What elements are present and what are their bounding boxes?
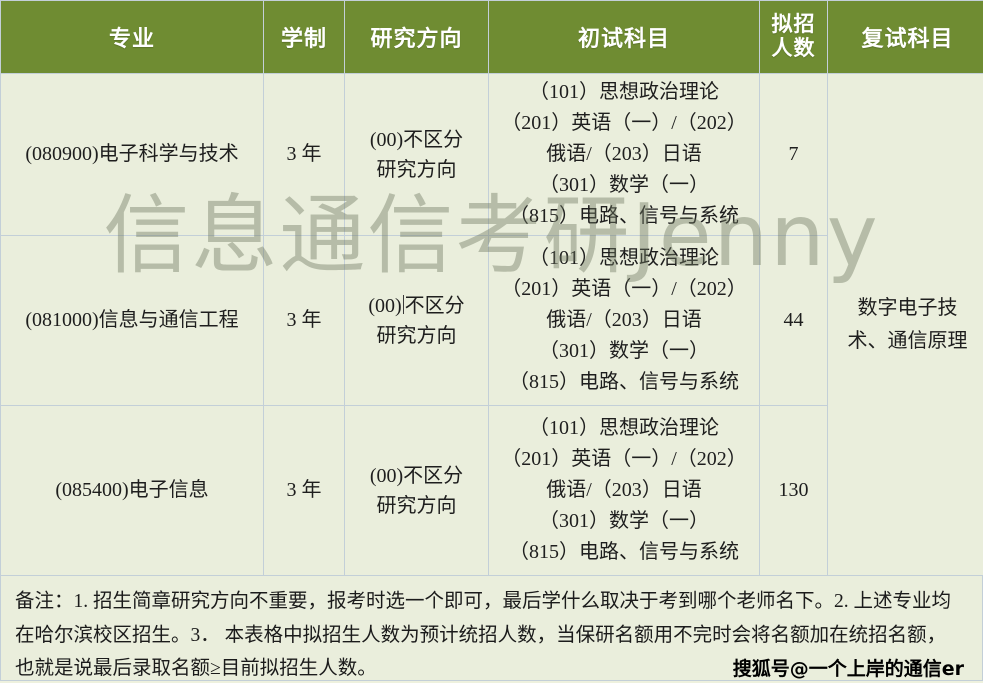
cell-quota: 7 [759, 73, 828, 236]
direction-prefix: (00) [368, 294, 402, 317]
cell-exam-subjects: （101）思想政治理论 （201）英语（一）/（202） 俄语/（203）日语 … [488, 73, 760, 236]
header-major: 专业 [0, 0, 264, 74]
exam-subject-line: （101）思想政治理论 [529, 246, 719, 269]
exam-subject-line: （101）思想政治理论 [529, 416, 719, 439]
header-quota-line2: 人数 [771, 36, 816, 60]
direction-suffix: 不区分 [404, 294, 465, 317]
cell-quota: 130 [759, 405, 828, 576]
exam-subject-line: （815）电路、信号与系统 [509, 205, 739, 228]
direction-line-1: (00)不区分 [369, 464, 464, 487]
table-row: (080900)电子科学与技术 3 年 (00)不区分 研究方向 （101）思想… [0, 73, 983, 576]
footnote-line-3: 也就是说最后录取名额≥目前拟招生人数。 [15, 658, 377, 680]
cell-direction: (00)不区分 研究方向 [344, 73, 489, 236]
header-retest-subjects: 复试科目 [827, 0, 983, 74]
exam-subject-line: （301）数学（一） [539, 174, 709, 197]
retest-line-2: 术、通信原理 [847, 329, 968, 352]
header-years: 学制 [263, 0, 345, 74]
exam-subject-line: （101）思想政治理论 [529, 80, 719, 103]
sohu-account-watermark: 搜狐号@一个上岸的通信er [732, 657, 964, 680]
table-header: 专业 学制 研究方向 初试科目 拟招 人数 复试科目 [0, 0, 983, 74]
cell-years: 3 年 [263, 73, 345, 236]
header-direction: 研究方向 [344, 0, 489, 74]
cell-major: (085400)电子信息 [0, 405, 264, 576]
cell-years: 3 年 [263, 405, 345, 576]
table-row: (081000)信息与通信工程 3 年 (00) 不区分 研究方向 （101）思想… [0, 235, 983, 406]
table-row: (085400)电子信息 3 年 (00)不区分 研究方向 （101）思想政治理… [0, 405, 983, 576]
direction-line-2: 研究方向 [376, 158, 457, 181]
header-quota: 拟招 人数 [759, 0, 828, 74]
direction-line-2: 研究方向 [376, 324, 457, 347]
header-exam-subjects: 初试科目 [488, 0, 760, 74]
cell-exam-subjects: （101）思想政治理论 （201）英语（一）/（202） 俄语/（203）日语 … [488, 405, 760, 576]
cell-major: (081000)信息与通信工程 [0, 235, 264, 406]
header-row: 专业 学制 研究方向 初试科目 拟招 人数 复试科目 [0, 0, 983, 74]
table-body: (080900)电子科学与技术 3 年 (00)不区分 研究方向 （101）思想… [0, 73, 983, 576]
footnote-last-row: 也就是说最后录取名额≥目前拟招生人数。 搜狐号@一个上岸的通信er [15, 652, 968, 683]
text-caret-artifact [402, 295, 404, 315]
retest-line-1: 数字电子技 [857, 296, 958, 319]
admissions-table: 专业 学制 研究方向 初试科目 拟招 人数 复试科目 (080900)电子科学与… [0, 0, 983, 576]
cell-quota: 44 [759, 235, 828, 406]
exam-subject-line: 俄语/（203）日语 [546, 308, 702, 331]
cell-direction: (00)不区分 研究方向 [344, 405, 489, 576]
exam-subject-line: 俄语/（203）日语 [546, 142, 702, 165]
footnote-line-2: 在哈尔滨校区招生。3． 本表格中拟招生人数为预计统招人数，当保研名额用不完时会将… [15, 624, 947, 646]
exam-subject-line: （815）电路、信号与系统 [509, 371, 739, 394]
exam-subject-line: 俄语/（203）日语 [546, 478, 702, 501]
cell-direction: (00)不区分 研究方向 [344, 235, 489, 406]
cell-exam-subjects: （101）思想政治理论 （201）英语（一）/（202） 俄语/（203）日语 … [488, 235, 760, 406]
direction-line-1: (00)不区分 [369, 128, 464, 151]
header-quota-line1: 拟招 [771, 12, 816, 37]
exam-subject-line: （815）电路、信号与系统 [509, 541, 739, 564]
table-footnote: 备注：1. 招生简章研究方向不重要，报考时选一个即可，最后学什么取决于考到哪个老… [0, 576, 983, 681]
exam-subject-line: （201）英语（一）/（202） [501, 277, 747, 300]
cell-major: (080900)电子科学与技术 [0, 73, 264, 236]
footnote-line-1: 备注：1. 招生简章研究方向不重要，报考时选一个即可，最后学什么取决于考到哪个老… [15, 591, 952, 612]
cell-years: 3 年 [263, 235, 345, 406]
direction-line-2: 研究方向 [376, 494, 457, 517]
exam-subject-line: （301）数学（一） [539, 340, 709, 363]
exam-subject-line: （201）英语（一）/（202） [501, 111, 747, 134]
exam-subject-line: （301）数学（一） [539, 510, 709, 533]
cell-retest-subjects: 数字电子技 术、通信原理 [827, 73, 983, 576]
direction-line-1: (00)不区分 [345, 291, 488, 321]
exam-subject-line: （201）英语（一）/（202） [501, 447, 747, 470]
